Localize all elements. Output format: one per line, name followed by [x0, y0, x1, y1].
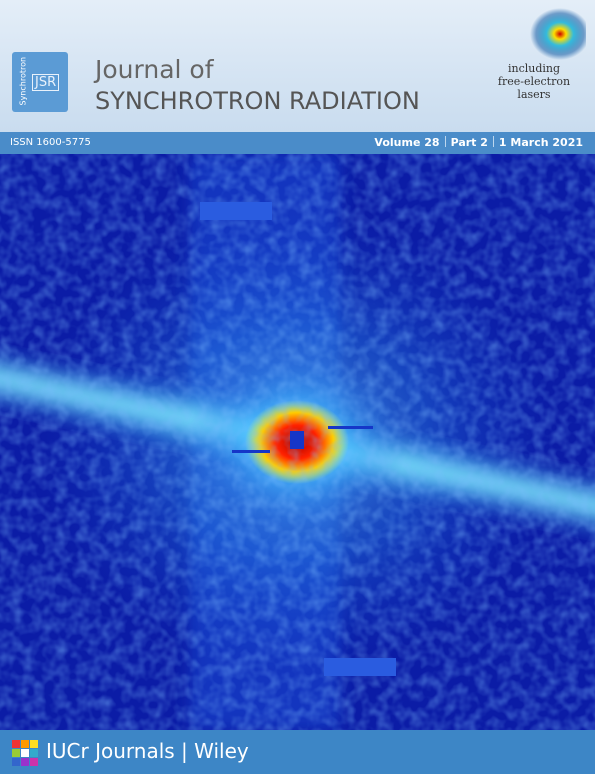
publisher: IUCr Journals | Wiley	[46, 739, 249, 763]
tagline-line: lasers	[517, 88, 551, 101]
diffraction-image	[0, 154, 595, 730]
tagline: including free-electron lasers	[482, 62, 586, 101]
logo-initials: JSR	[32, 74, 60, 91]
volume: Volume 28	[374, 136, 440, 149]
issn: ISSN 1600-5775	[10, 137, 91, 148]
logo-side-text: Synchrotron	[18, 56, 28, 106]
separator	[492, 136, 494, 147]
tagline-line: including	[507, 62, 561, 75]
info-bar: ISSN 1600-5775 Volume 28 Part 2 1 March 20…	[0, 132, 595, 154]
title-line: SYNCHROTRON RADIATION	[95, 87, 420, 115]
iucr-logo	[12, 740, 38, 766]
tagline-line: free-electron	[497, 75, 571, 88]
header-emblem	[530, 8, 586, 60]
footer: IUCr Journals | Wiley	[0, 730, 595, 774]
header: Synchrotron JSR Journal of SYNCHROTRON R…	[0, 0, 595, 132]
date: 1 March 2021	[498, 136, 583, 149]
title-line: Journal of	[95, 55, 214, 84]
separator	[444, 136, 446, 147]
part: Part 2	[450, 136, 488, 149]
logo: Synchrotron JSR	[12, 52, 68, 112]
issue-info: Volume 28 Part 2 1 March 2021	[374, 136, 583, 149]
